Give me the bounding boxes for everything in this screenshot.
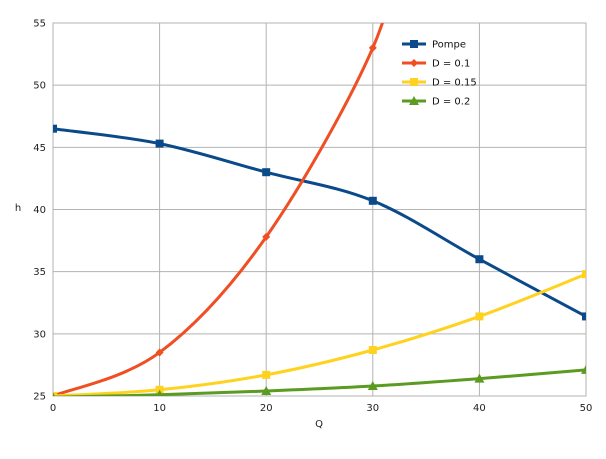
y-tick-label: 55 (33, 19, 46, 30)
data-point (368, 43, 377, 52)
data-point (582, 270, 586, 279)
series-line (53, 368, 586, 396)
series-line (53, 23, 384, 396)
series-1 (53, 23, 384, 396)
data-point (262, 370, 271, 379)
series-line (53, 272, 586, 396)
x-tick-label: 20 (260, 403, 273, 414)
legend-label: D = 0.2 (432, 97, 470, 108)
legend-label: D = 0.15 (432, 78, 477, 89)
series-group (53, 23, 586, 396)
series-line (53, 127, 586, 318)
data-point (262, 168, 271, 177)
data-point (474, 373, 485, 383)
y-tick-label: 40 (33, 205, 46, 216)
data-point (156, 389, 164, 396)
data-point (262, 232, 271, 241)
data-point (155, 348, 164, 357)
x-tick-label: 50 (580, 403, 593, 414)
y-tick-label: 35 (33, 267, 46, 278)
data-point (53, 392, 57, 396)
legend: Pompe D = 0.1 D = 0.15 D = 0.2 (402, 40, 477, 108)
legend-swatch-marker (410, 40, 418, 48)
data-point (368, 196, 377, 205)
data-point (368, 345, 377, 354)
plot-frame (52, 22, 587, 397)
x-axis-title: Q (315, 419, 323, 430)
y-tick-label: 25 (33, 392, 46, 403)
legend-swatch-marker (410, 59, 418, 67)
data-point (367, 381, 378, 391)
y-tick-label: 50 (33, 81, 46, 92)
legend-swatch-marker (409, 96, 419, 105)
x-tick-label: 0 (50, 403, 56, 414)
legend-label: D = 0.1 (432, 59, 470, 70)
series-0 (53, 124, 586, 321)
data-point (155, 139, 164, 148)
legend-label: Pompe (432, 40, 466, 51)
y-axis-title: h (15, 203, 21, 214)
data-point (53, 392, 56, 396)
grid (52, 22, 587, 397)
data-point (261, 386, 272, 396)
y-tick-label: 30 (33, 329, 46, 340)
plot-area (52, 22, 587, 397)
tick-labels: 0 10 20 30 40 50 25 30 35 40 45 50 55 (33, 19, 592, 415)
series-2 (53, 270, 586, 396)
data-point (475, 312, 484, 321)
series-3 (53, 364, 586, 396)
data-point (582, 312, 586, 321)
data-point (475, 255, 484, 264)
x-tick-label: 30 (366, 403, 379, 414)
y-tick-label: 45 (33, 143, 46, 154)
x-tick-label: 40 (473, 403, 486, 414)
x-tick-label: 10 (153, 403, 166, 414)
data-point (53, 124, 57, 133)
data-point (581, 364, 586, 374)
legend-swatch-marker (410, 78, 418, 86)
